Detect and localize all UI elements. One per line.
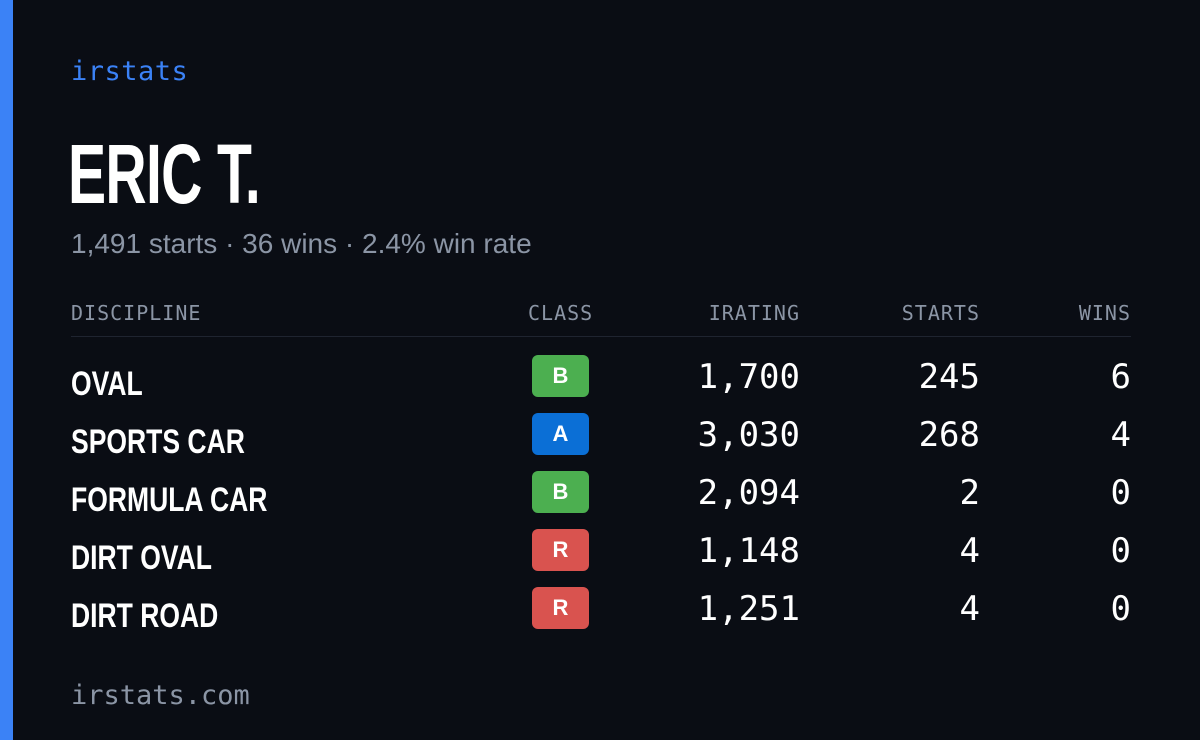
starts-value: 245 — [918, 357, 980, 397]
wins-value: 0 — [1110, 531, 1131, 571]
irating-value: 3,030 — [697, 415, 800, 455]
wins-value: 6 — [1110, 357, 1131, 397]
table-row: DIRT ROAD R 1,251 4 0 — [71, 585, 1131, 643]
discipline-label: SPORTS CAR — [71, 423, 245, 461]
license-class-badge: R — [532, 587, 589, 629]
header-discipline: DISCIPLINE — [71, 301, 202, 325]
wins-value: 0 — [1110, 473, 1131, 513]
irating-value: 1,251 — [697, 589, 800, 629]
header-wins: WINS — [1078, 301, 1131, 325]
starts-value: 4 — [959, 531, 980, 571]
table-row: SPORTS CAR A 3,030 268 4 — [71, 411, 1131, 469]
starts-value: 268 — [918, 415, 980, 455]
table-header: DISCIPLINE CLASS IRATING STARTS WINS — [71, 296, 1131, 337]
irating-value: 1,700 — [697, 357, 800, 397]
table-row: DIRT OVAL R 1,148 4 0 — [71, 527, 1131, 585]
discipline-label: DIRT ROAD — [71, 597, 219, 635]
discipline-label: DIRT OVAL — [71, 539, 212, 577]
header-irating: IRATING — [708, 301, 800, 325]
license-class-badge: R — [532, 529, 589, 571]
discipline-label: FORMULA CAR — [71, 481, 268, 519]
brand-logo: irstats — [71, 56, 189, 87]
stats-table: DISCIPLINE CLASS IRATING STARTS WINS OVA… — [71, 296, 1131, 643]
driver-name: ERIC T. — [68, 127, 261, 221]
license-class-badge: B — [532, 355, 589, 397]
wins-value: 0 — [1110, 589, 1131, 629]
driver-summary: 1,491 starts · 36 wins · 2.4% win rate — [71, 228, 532, 259]
footer-url: irstats.com — [71, 680, 250, 711]
irating-value: 2,094 — [697, 473, 800, 513]
license-class-badge: B — [532, 471, 589, 513]
wins-value: 4 — [1110, 415, 1131, 455]
irating-value: 1,148 — [697, 531, 800, 571]
starts-value: 2 — [959, 473, 980, 513]
table-body: OVAL B 1,700 245 6 SPORTS CAR A 3,030 26… — [71, 353, 1131, 643]
discipline-label: OVAL — [71, 365, 143, 403]
header-class: CLASS — [528, 301, 594, 325]
table-row: FORMULA CAR B 2,094 2 0 — [71, 469, 1131, 527]
starts-value: 4 — [959, 589, 980, 629]
table-row: OVAL B 1,700 245 6 — [71, 353, 1131, 411]
header-starts: STARTS — [901, 301, 980, 325]
accent-bar — [0, 0, 13, 740]
license-class-badge: A — [532, 413, 589, 455]
